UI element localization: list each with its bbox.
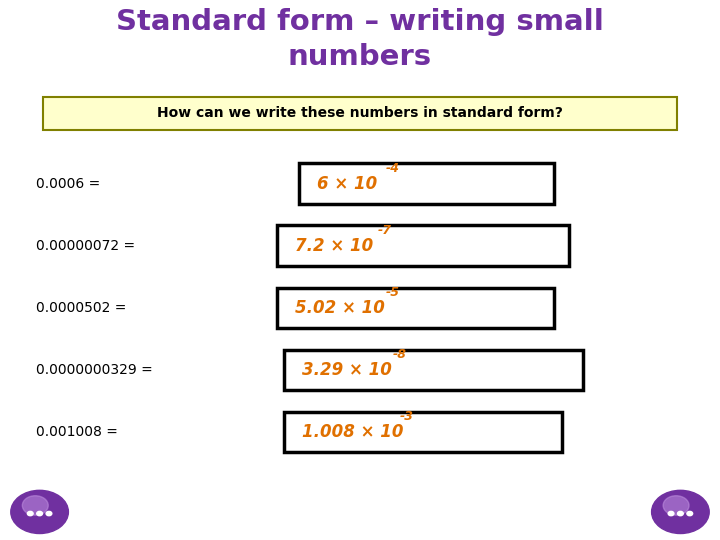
Circle shape	[22, 496, 48, 515]
Text: 0.001008 =: 0.001008 =	[36, 425, 118, 439]
Circle shape	[652, 490, 709, 534]
Circle shape	[27, 511, 33, 516]
Text: 3.29 × 10: 3.29 × 10	[302, 361, 392, 379]
Circle shape	[37, 511, 42, 516]
FancyBboxPatch shape	[43, 97, 677, 130]
Text: -4: -4	[385, 162, 399, 175]
Circle shape	[678, 511, 683, 516]
FancyBboxPatch shape	[299, 163, 554, 204]
Text: 0.00000072 =: 0.00000072 =	[36, 239, 135, 253]
Text: 0.0000000329 =: 0.0000000329 =	[36, 363, 153, 377]
Text: 6 × 10: 6 × 10	[317, 174, 377, 193]
Text: 0.0006 =: 0.0006 =	[36, 177, 100, 191]
Circle shape	[668, 511, 674, 516]
Text: 5.02 × 10: 5.02 × 10	[295, 299, 385, 317]
Circle shape	[687, 511, 693, 516]
FancyBboxPatch shape	[277, 287, 554, 328]
Text: 1.008 × 10: 1.008 × 10	[302, 423, 404, 441]
FancyBboxPatch shape	[284, 350, 583, 390]
FancyBboxPatch shape	[284, 411, 562, 453]
Text: -5: -5	[385, 286, 399, 299]
Text: -8: -8	[392, 348, 406, 361]
Circle shape	[663, 496, 689, 515]
Text: 7.2 × 10: 7.2 × 10	[295, 237, 374, 255]
Text: -7: -7	[378, 224, 392, 237]
Text: Standard form – writing small: Standard form – writing small	[116, 8, 604, 36]
FancyBboxPatch shape	[277, 226, 569, 266]
Text: -3: -3	[400, 410, 413, 423]
Text: 0.0000502 =: 0.0000502 =	[36, 301, 127, 315]
Circle shape	[11, 490, 68, 534]
Circle shape	[46, 511, 52, 516]
Text: How can we write these numbers in standard form?: How can we write these numbers in standa…	[157, 106, 563, 120]
Text: numbers: numbers	[288, 43, 432, 71]
